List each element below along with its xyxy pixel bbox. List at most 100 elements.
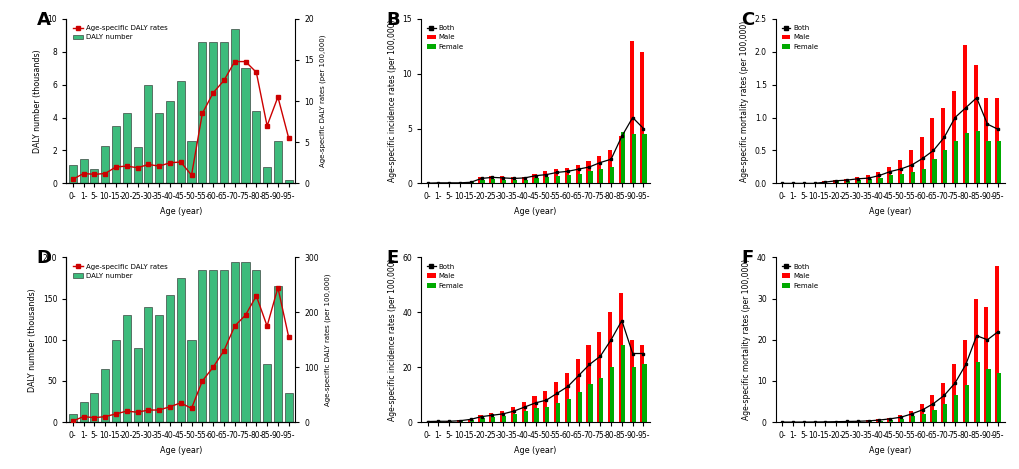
Bar (91, 393, 98, 422)
Bar (607, 312, 611, 422)
Bar (242, 262, 250, 422)
Bar (607, 151, 611, 183)
Bar (273, 286, 281, 422)
Y-axis label: DALY number (thousands): DALY number (thousands) (33, 49, 42, 153)
Bar (489, 176, 493, 183)
Bar (545, 407, 549, 422)
Y-axis label: Age-specific incidence rates (per 100,000): Age-specific incidence rates (per 100,00… (387, 20, 396, 182)
Bar (467, 182, 471, 183)
Bar (642, 364, 646, 422)
Bar (263, 167, 271, 183)
Bar (609, 167, 613, 183)
Bar (972, 65, 976, 183)
Bar (198, 270, 206, 422)
Bar (252, 270, 260, 422)
Bar (910, 172, 914, 183)
Bar (875, 172, 879, 183)
Bar (887, 167, 891, 183)
Bar (491, 417, 495, 422)
Bar (875, 419, 879, 422)
Bar (931, 410, 935, 422)
Bar (962, 45, 966, 183)
Bar (985, 141, 989, 183)
Bar (513, 414, 517, 422)
Bar (972, 299, 976, 422)
Bar (198, 42, 206, 183)
Bar (929, 395, 933, 422)
Bar (588, 171, 592, 183)
Bar (921, 169, 925, 183)
Bar (974, 363, 978, 422)
Y-axis label: Age-specific incidence rates (per 100,000): Age-specific incidence rates (per 100,00… (387, 258, 396, 421)
Bar (209, 270, 217, 422)
Bar (567, 174, 571, 183)
Bar (68, 414, 76, 422)
Bar (908, 151, 912, 183)
Bar (112, 126, 120, 183)
Bar (821, 182, 825, 183)
Bar (513, 180, 517, 183)
Bar (964, 133, 968, 183)
Bar (187, 141, 196, 183)
Bar (877, 421, 881, 422)
Bar (577, 174, 581, 183)
Bar (523, 180, 527, 183)
Bar (187, 340, 196, 422)
Bar (586, 345, 590, 422)
Bar (545, 177, 549, 183)
Bar (964, 385, 968, 422)
Bar (101, 145, 109, 183)
Bar (621, 132, 625, 183)
Bar (599, 169, 603, 183)
Bar (176, 81, 184, 183)
Bar (575, 165, 579, 183)
Bar (953, 141, 957, 183)
Bar (889, 175, 893, 183)
Bar (565, 168, 569, 183)
Bar (112, 340, 120, 422)
Bar (122, 113, 130, 183)
Bar (854, 177, 858, 183)
Bar (586, 161, 590, 183)
Bar (575, 359, 579, 422)
Text: B: B (386, 10, 400, 29)
Bar (532, 174, 536, 183)
Bar (501, 180, 505, 183)
Bar (79, 159, 88, 183)
Legend: Both, Male, Female: Both, Male, Female (424, 22, 466, 53)
Bar (480, 180, 484, 183)
Bar (833, 180, 837, 183)
Bar (499, 411, 503, 422)
Bar (501, 416, 505, 422)
Bar (122, 315, 130, 422)
Bar (983, 307, 987, 422)
Bar (897, 415, 901, 422)
Bar (467, 419, 471, 422)
Bar (867, 421, 871, 422)
Legend: Age-specific DALY rates, DALY number: Age-specific DALY rates, DALY number (69, 22, 171, 43)
Text: C: C (741, 10, 754, 29)
Bar (843, 179, 847, 183)
Bar (445, 421, 449, 422)
Bar (997, 141, 1001, 183)
Bar (599, 378, 603, 422)
Bar (943, 404, 947, 422)
Legend: Both, Male, Female: Both, Male, Female (779, 261, 820, 291)
Bar (79, 401, 88, 422)
Bar (543, 171, 547, 183)
Bar (619, 136, 623, 183)
Bar (941, 383, 945, 422)
Bar (101, 369, 109, 422)
Bar (252, 111, 260, 183)
X-axis label: Age (year): Age (year) (514, 446, 556, 454)
Bar (242, 68, 250, 183)
Bar (445, 182, 449, 183)
Bar (491, 179, 495, 183)
Legend: Both, Male, Female: Both, Male, Female (424, 261, 466, 291)
Bar (555, 176, 559, 183)
Bar (553, 169, 557, 183)
Bar (469, 182, 474, 183)
Bar (511, 407, 515, 422)
Bar (273, 141, 281, 183)
Bar (588, 384, 592, 422)
